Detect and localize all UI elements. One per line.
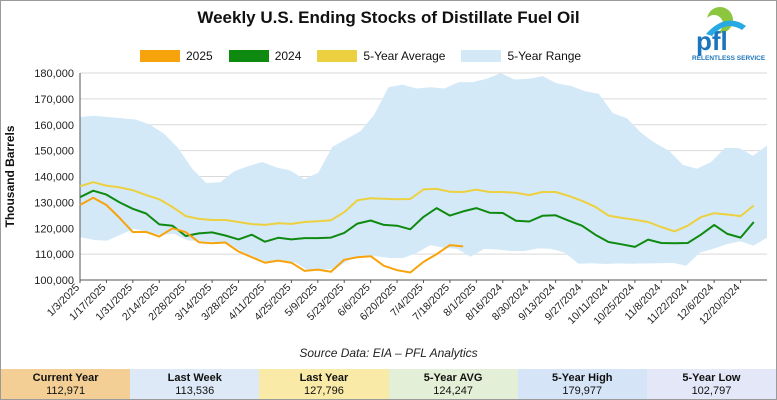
- y-axis-label: Thousand Barrels: [3, 125, 17, 227]
- stat-box: Current Year 112,971: [1, 369, 131, 399]
- stat-value: 179,977: [562, 385, 603, 397]
- stat-label: 5-Year High: [552, 372, 613, 384]
- five-year-range-band: [80, 73, 767, 271]
- legend-swatch: [140, 50, 180, 62]
- pfl-logo: pfl RELENTLESS SERVICE: [692, 7, 766, 62]
- stat-label: 5-Year AVG: [423, 372, 483, 384]
- legend-label: 5-Year Average: [363, 49, 446, 63]
- series-line-5-year-average: [79, 181, 755, 233]
- stats-footer: Current Year 112,971 Last Week 113,536 Last …: [1, 369, 777, 399]
- stat-label: Last Week: [167, 372, 222, 384]
- legend-label: 5-Year Range: [507, 49, 582, 63]
- stat-box: Last Week 113,536: [130, 369, 260, 399]
- chart-legend: 2025 2024 5-Year Average 5-Year Range: [140, 45, 597, 67]
- stat-label: Last Year: [299, 372, 349, 384]
- legend-item: 5-Year Range: [461, 49, 581, 63]
- legend-label: 2024: [274, 49, 302, 63]
- y-tick-label: 100,000: [34, 275, 74, 287]
- series-line-2025: [79, 196, 464, 274]
- stat-value: 113,536: [175, 385, 215, 397]
- stat-box: 5-Year AVG 124,247: [388, 369, 518, 399]
- legend-item: 5-Year Average: [317, 49, 445, 63]
- legend-swatch: [317, 50, 358, 62]
- y-tick-label: 180,000: [34, 68, 74, 80]
- legend-swatch: [228, 50, 269, 62]
- y-tick-label: 140,000: [34, 172, 74, 184]
- y-tick-label: 120,000: [34, 223, 74, 235]
- logo-tagline: RELENTLESS SERVICE: [692, 55, 766, 62]
- y-tick-label: 150,000: [34, 146, 74, 158]
- y-tick-label: 160,000: [34, 120, 74, 132]
- logo-swoosh-icon: [706, 20, 746, 36]
- stat-value: 112,971: [46, 385, 86, 397]
- legend-label: 2025: [186, 49, 213, 63]
- legend-item: 2025: [140, 49, 213, 63]
- stat-value: 127,796: [304, 385, 344, 397]
- stat-value: 124,247: [433, 385, 473, 397]
- source-note: Source Data: EIA – PFL Analytics: [299, 346, 478, 360]
- stat-box: 5-Year High 179,977: [517, 369, 647, 399]
- legend-swatch: [461, 50, 502, 62]
- series-line-2024: [79, 189, 755, 248]
- stat-label: 5-Year Low: [682, 372, 741, 384]
- y-tick-label: 170,000: [34, 94, 74, 106]
- stat-label: Current Year: [32, 372, 99, 384]
- y-tick-label: 110,000: [35, 249, 74, 261]
- legend-item: 2024: [228, 49, 302, 63]
- stat-value: 102,797: [691, 385, 732, 397]
- logo-text: pfl: [696, 26, 728, 56]
- stat-box: Last Year 127,796: [259, 369, 389, 399]
- stat-box: 5-Year Low 102,797: [646, 369, 777, 399]
- chart-title: Weekly U.S. Ending Stocks of Distillate …: [197, 8, 580, 27]
- y-tick-label: 130,000: [34, 197, 74, 209]
